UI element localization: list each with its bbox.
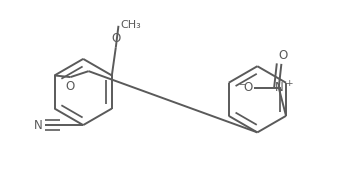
Text: O: O — [111, 32, 120, 45]
Text: O: O — [66, 80, 75, 93]
Text: −: − — [238, 79, 246, 88]
Text: CH₃: CH₃ — [120, 20, 141, 30]
Text: N: N — [275, 81, 284, 94]
Text: +: + — [285, 79, 292, 88]
Text: N: N — [33, 119, 42, 132]
Text: O: O — [279, 49, 288, 62]
Text: O: O — [244, 81, 253, 94]
